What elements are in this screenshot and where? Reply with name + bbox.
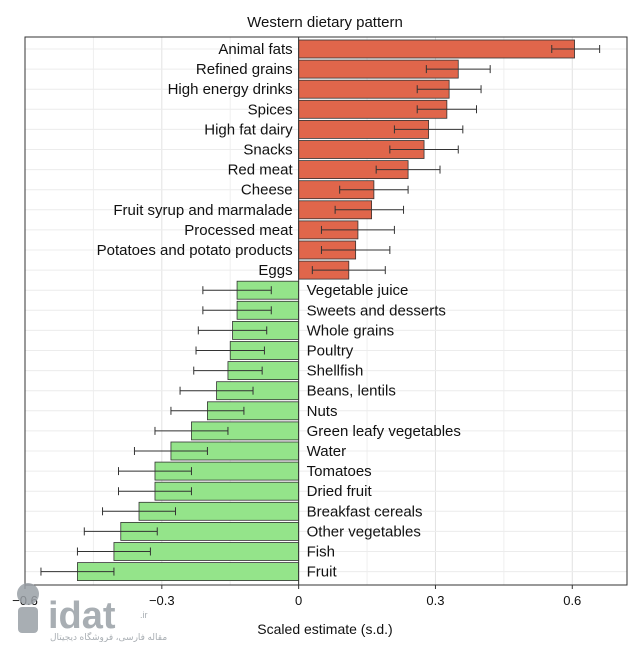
category-label: Green leafy vegetables bbox=[307, 423, 461, 440]
x-tick-label: 0 bbox=[295, 593, 302, 608]
category-label: Processed meat bbox=[184, 222, 293, 239]
category-label: Beans, lentils bbox=[307, 383, 396, 400]
category-label: Poultry bbox=[307, 343, 354, 360]
category-label: Vegetable juice bbox=[307, 282, 409, 299]
category-label: Red meat bbox=[228, 162, 294, 179]
watermark: idat .ir مقاله فارسی، فروشگاه دیجیتال bbox=[17, 583, 167, 642]
category-label: Tomatoes bbox=[307, 463, 372, 480]
watermark-logo-icon bbox=[17, 583, 39, 633]
watermark-tagline: مقاله فارسی، فروشگاه دیجیتال bbox=[50, 631, 167, 642]
category-label: Sweets and desserts bbox=[307, 302, 446, 319]
category-label: Nuts bbox=[307, 403, 338, 420]
category-label: Breakfast cereals bbox=[307, 503, 423, 520]
x-tick-label: 0.6 bbox=[563, 593, 581, 608]
category-label: Refined grains bbox=[196, 61, 293, 78]
x-axis-title: Scaled estimate (s.d.) bbox=[257, 621, 392, 637]
category-label: Fruit bbox=[307, 564, 338, 581]
watermark-text: idat bbox=[48, 595, 116, 637]
x-tick-label: −0.3 bbox=[149, 593, 175, 608]
category-label: High fat dairy bbox=[204, 121, 293, 138]
category-label: Spices bbox=[248, 101, 293, 118]
category-label: Cheese bbox=[241, 182, 293, 199]
bar-animal-fats bbox=[298, 39, 575, 59]
category-label: Potatoes and potato products bbox=[97, 242, 293, 259]
x-tick-label: 0.3 bbox=[426, 593, 444, 608]
category-label: Dried fruit bbox=[307, 483, 373, 500]
category-label: Shellfish bbox=[307, 363, 364, 380]
category-label: Eggs bbox=[258, 262, 292, 279]
category-label: Animal fats bbox=[218, 41, 292, 58]
plot-frame bbox=[24, 36, 628, 586]
category-label: Fruit syrup and marmalade bbox=[113, 202, 292, 219]
chart-title: Western dietary pattern bbox=[247, 14, 403, 31]
category-label: Whole grains bbox=[307, 322, 395, 339]
category-label: Snacks bbox=[243, 142, 292, 159]
category-label: Water bbox=[307, 443, 346, 460]
bar-layer: Animal fats Refined grains High energy dri… bbox=[40, 37, 601, 585]
watermark-suffix: .ir bbox=[140, 610, 148, 620]
category-label: Fish bbox=[307, 544, 335, 561]
category-label: Other vegetables bbox=[307, 523, 421, 540]
category-label: High energy drinks bbox=[168, 81, 293, 98]
